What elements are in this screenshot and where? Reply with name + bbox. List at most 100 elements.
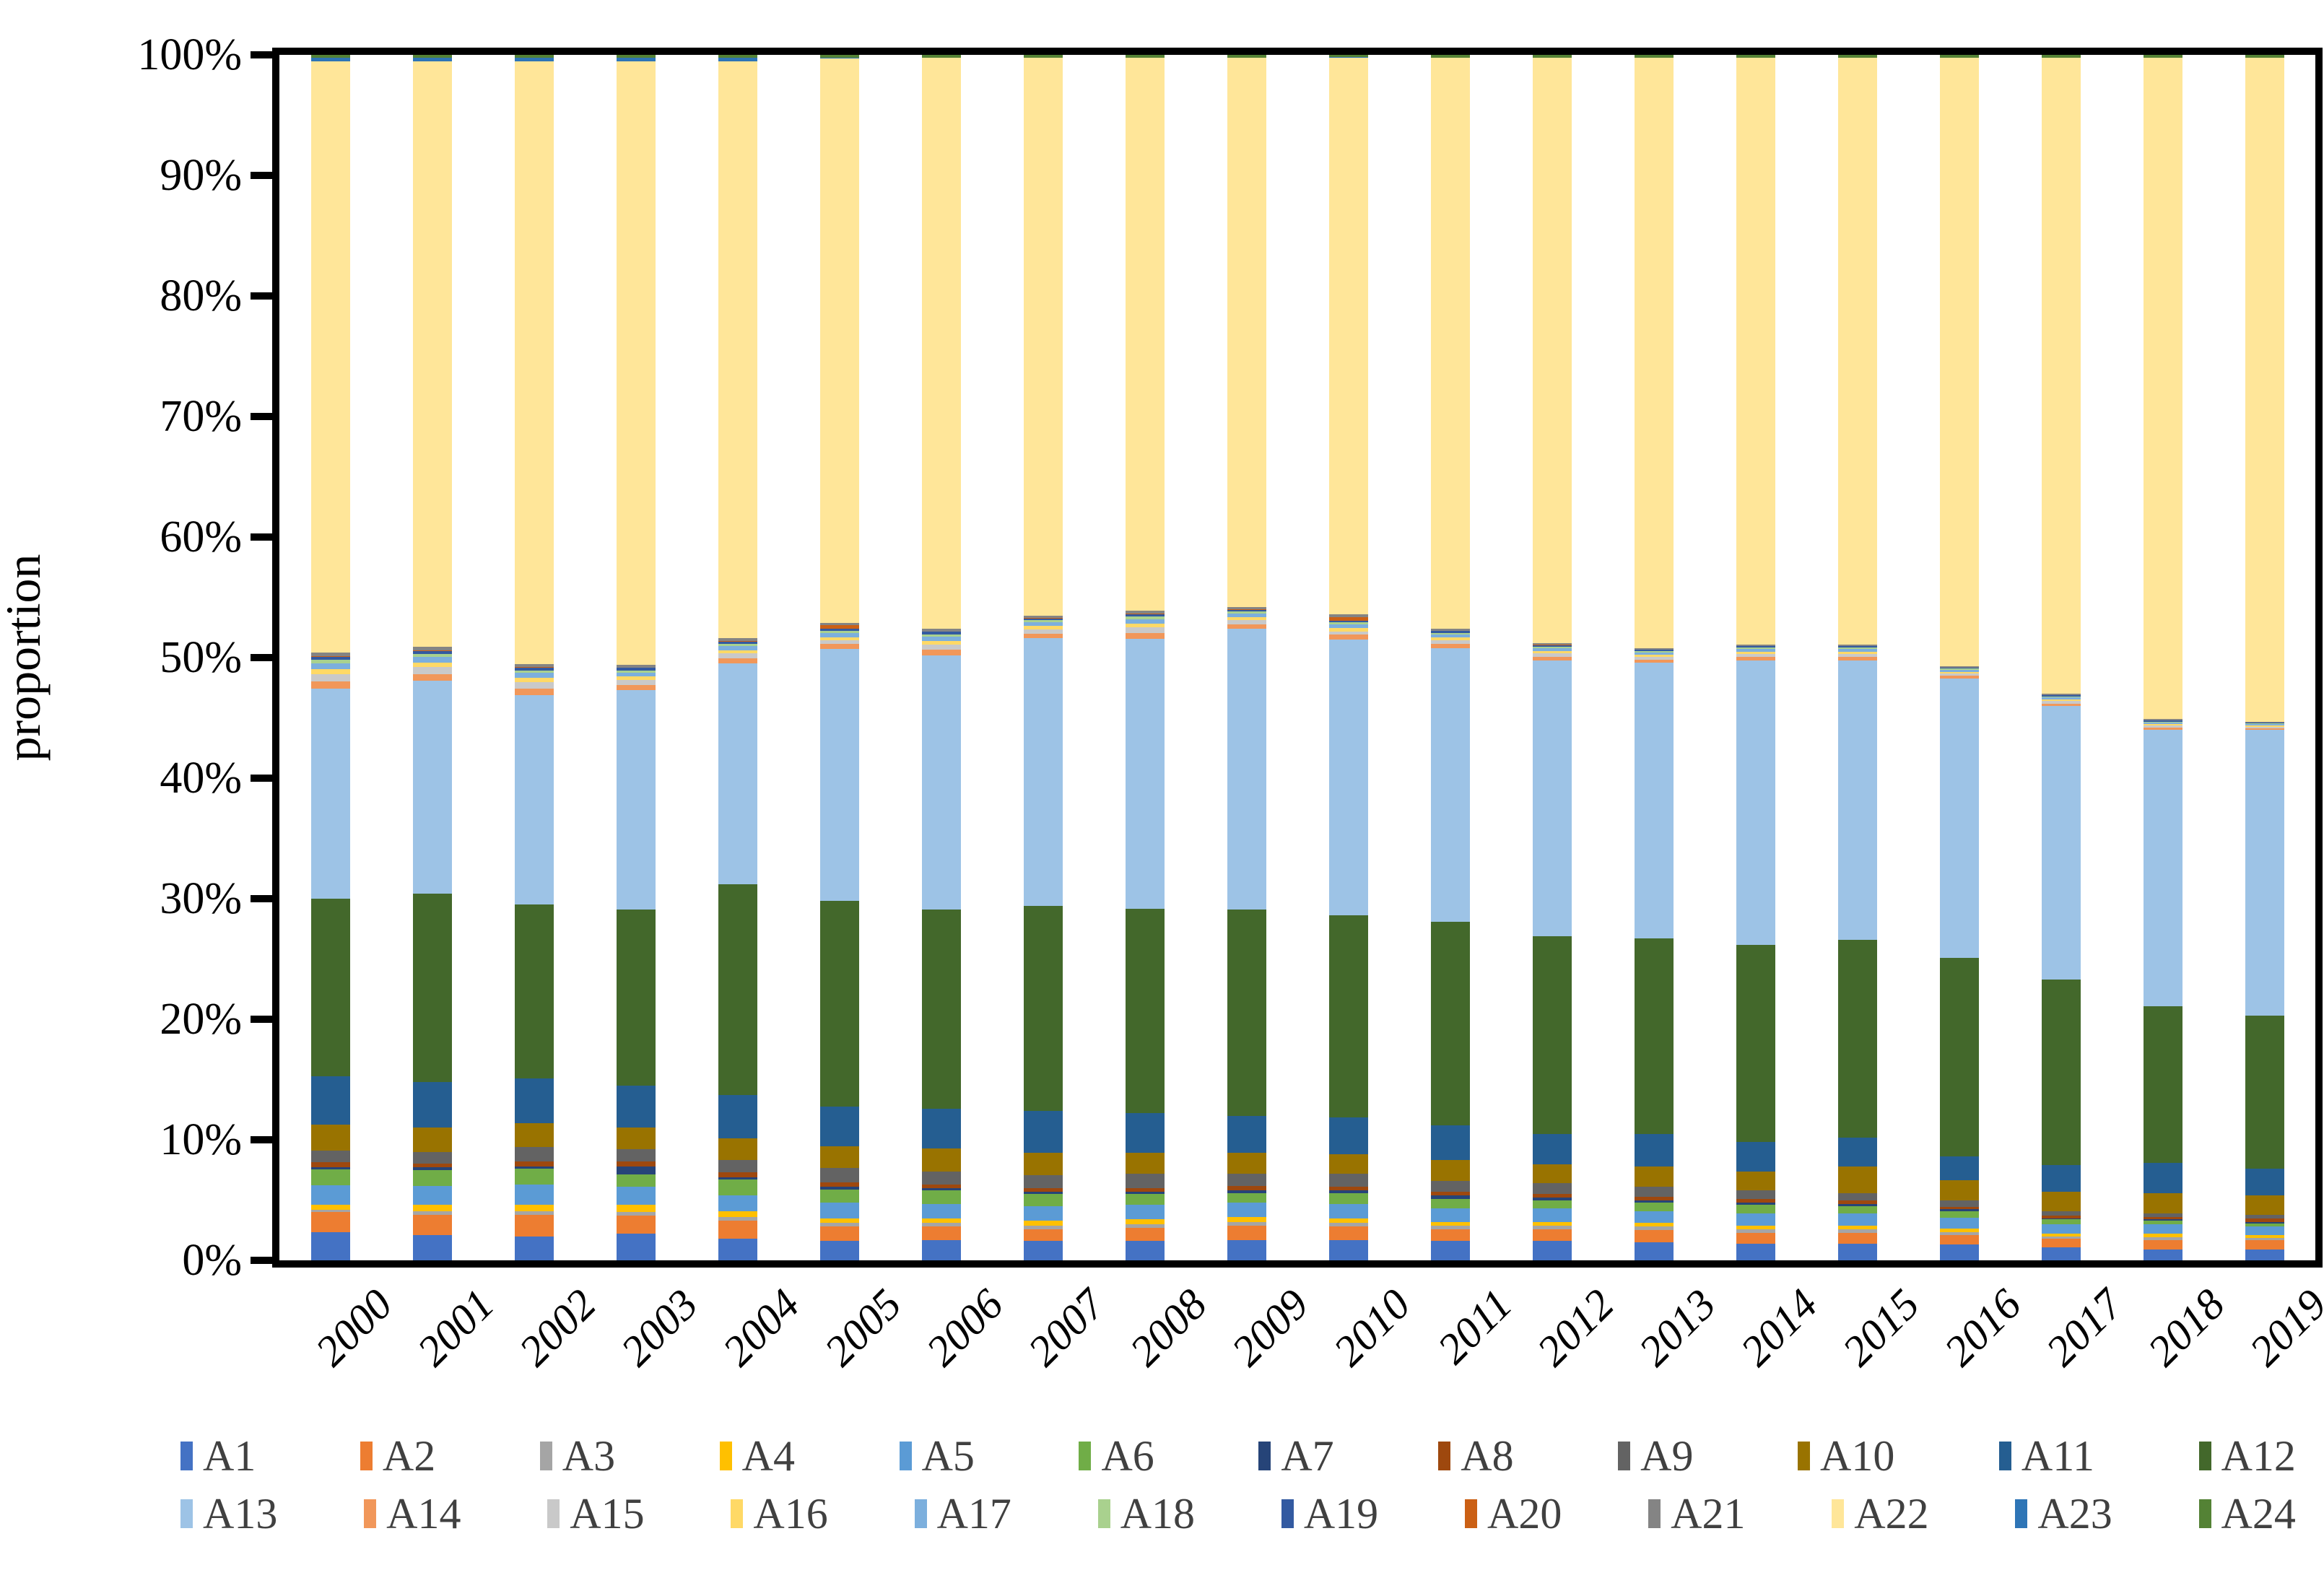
bar-segment-A19 xyxy=(1430,631,1470,633)
bar-segment-A4 xyxy=(2245,1234,2284,1239)
bar-segment-A3 xyxy=(1532,1225,1572,1229)
bar-segment-A16 xyxy=(1736,651,1775,654)
bar-segment-A10 xyxy=(1634,1166,1674,1187)
legend-label: A7 xyxy=(1281,1432,1334,1480)
bar-segment-A4 xyxy=(1430,1221,1470,1226)
bar-segment-A22 xyxy=(412,61,452,647)
legend-label: A14 xyxy=(386,1490,461,1538)
bar-segment-A17 xyxy=(1328,624,1368,629)
bar-segment-A16 xyxy=(1939,671,1979,673)
bar-segment-A18 xyxy=(412,653,452,658)
legend-item-A17: A17 xyxy=(914,1491,1011,1537)
bar-segment-A17 xyxy=(412,657,452,663)
bar-segment-A18 xyxy=(718,643,757,646)
bar-segment-A8 xyxy=(412,1164,452,1168)
bar-segment-A12 xyxy=(718,884,757,1096)
bar-segment-A8 xyxy=(310,1162,350,1168)
bar-segment-A9 xyxy=(921,1171,961,1185)
bar-segment-A18 xyxy=(1023,620,1063,623)
bar-segment-A17 xyxy=(718,645,757,650)
legend: A1 A2 A3 A4 A5 A6 A7 A8 A9 A10 A11 A12 A13 A14 A15 A16 A… xyxy=(180,1433,2296,1537)
bar-segment-A24 xyxy=(819,55,859,58)
bar-segment-A19 xyxy=(1023,618,1063,621)
bar-segment-A15 xyxy=(412,667,452,674)
bar-segment-A17 xyxy=(616,672,656,677)
bar-segment-A9 xyxy=(2245,1214,2284,1219)
bar-segment-A19 xyxy=(1837,646,1877,648)
legend-label: A15 xyxy=(570,1490,645,1538)
legend-swatch-icon xyxy=(914,1499,927,1528)
bar-segment-A15 xyxy=(1634,656,1674,660)
legend-item-A2: A2 xyxy=(360,1433,435,1479)
bar-segment-A24 xyxy=(1532,55,1572,58)
bar-segment-A3 xyxy=(1736,1229,1775,1233)
bar-segment-A16 xyxy=(1430,637,1470,640)
bar-segment-A14 xyxy=(1939,676,1979,679)
bar-segment-A24 xyxy=(514,55,554,58)
legend-swatch-icon xyxy=(1079,1442,1092,1470)
bar-segment-A8 xyxy=(616,1161,656,1166)
bar-segment-A23 xyxy=(514,58,554,61)
bar-segment-A22 xyxy=(2041,58,2081,694)
bar-segment-A2 xyxy=(1430,1229,1470,1242)
bar-segment-A13 xyxy=(1227,629,1266,910)
bar-2011 xyxy=(1430,55,1470,1260)
bar-segment-A20 xyxy=(1023,617,1063,619)
bar-segment-A14 xyxy=(310,681,350,689)
bar-segment-A16 xyxy=(921,640,961,645)
bar-segment-A3 xyxy=(1939,1231,1979,1235)
bar-segment-A11 xyxy=(1837,1137,1877,1166)
bar-segment-A1 xyxy=(1532,1241,1572,1260)
bar-segment-A8 xyxy=(1125,1187,1165,1192)
y-axis-tick xyxy=(251,654,272,661)
legend-swatch-icon xyxy=(719,1442,732,1470)
bar-segment-A5 xyxy=(1328,1203,1368,1218)
bar-segment-A5 xyxy=(2245,1226,2284,1235)
bar-segment-A21 xyxy=(1227,607,1266,610)
bar-segment-A3 xyxy=(310,1209,350,1213)
legend-swatch-icon xyxy=(360,1442,373,1470)
bar-segment-A12 xyxy=(2245,1016,2284,1169)
bar-segment-A14 xyxy=(1532,656,1572,660)
legend-row: A13 A14 A15 A16 A17 A18 A19 A20 A21 A22 A23 A24 xyxy=(180,1491,2296,1537)
bar-2006 xyxy=(921,55,961,1260)
bar-segment-A18 xyxy=(819,631,859,634)
bar-segment-A6 xyxy=(412,1169,452,1186)
bar-segment-A14 xyxy=(2245,728,2284,731)
bar-segment-A18 xyxy=(514,670,554,673)
bar-segment-A10 xyxy=(1430,1160,1470,1181)
legend-item-A11: A11 xyxy=(1998,1433,2094,1479)
bar-segment-A15 xyxy=(2143,725,2182,728)
bar-segment-A15 xyxy=(1532,653,1572,657)
bar-segment-A18 xyxy=(921,634,961,637)
bar-segment-A16 xyxy=(1023,626,1063,629)
bar-segment-A20 xyxy=(1227,609,1266,610)
y-tick-label: 60% xyxy=(160,513,242,562)
bar-segment-A14 xyxy=(1430,644,1470,648)
legend-label: A8 xyxy=(1461,1432,1514,1480)
bar-segment-A22 xyxy=(1023,58,1063,616)
bar-segment-A10 xyxy=(718,1138,757,1161)
bar-segment-A9 xyxy=(1430,1180,1470,1192)
bar-segment-A21 xyxy=(1736,644,1775,646)
bar-segment-A18 xyxy=(1736,647,1775,650)
bar-segment-A10 xyxy=(921,1148,961,1172)
bar-segment-A2 xyxy=(2245,1239,2284,1250)
bar-segment-A13 xyxy=(921,655,961,910)
bar-segment-A6 xyxy=(616,1174,656,1187)
legend-swatch-icon xyxy=(2198,1442,2211,1470)
bar-segment-A2 xyxy=(1125,1227,1165,1242)
bar-segment-A10 xyxy=(819,1146,859,1168)
bar-segment-A1 xyxy=(1736,1243,1775,1260)
bar-segment-A2 xyxy=(514,1214,554,1237)
bar-segment-A18 xyxy=(1328,622,1368,625)
bar-segment-A9 xyxy=(1227,1173,1266,1186)
bar-segment-A13 xyxy=(1532,660,1572,936)
bar-segment-A21 xyxy=(310,652,350,656)
plot-area: 0% 10% 20% 30% 40% 50% 60% 70% 80% 90% 100% xyxy=(137,30,2323,1285)
bar-segment-A16 xyxy=(616,676,656,681)
bar-segment-A19 xyxy=(819,629,859,632)
legend-label: A18 xyxy=(1120,1490,1196,1538)
bar-segment-A24 xyxy=(310,55,350,58)
